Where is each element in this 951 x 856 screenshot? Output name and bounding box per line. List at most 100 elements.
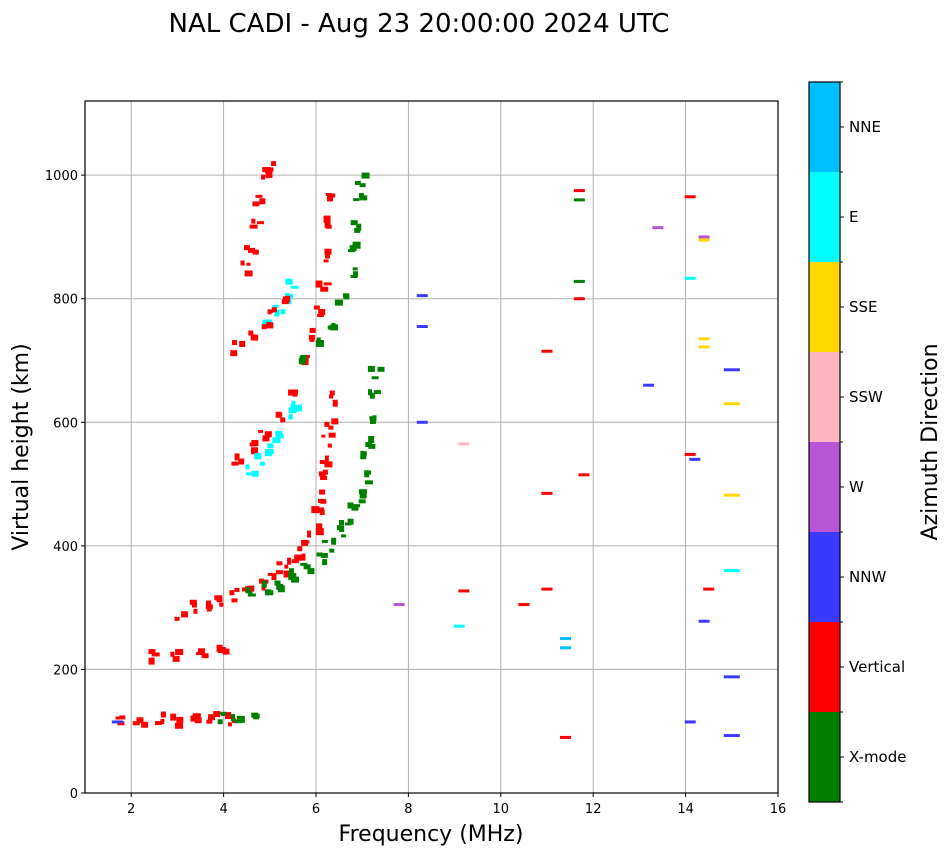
data-point <box>190 715 196 722</box>
data-point <box>174 616 180 621</box>
data-point <box>272 304 279 308</box>
data-point <box>723 402 740 406</box>
data-point <box>367 365 375 372</box>
trace-vertical <box>458 189 715 739</box>
data-point <box>290 285 299 289</box>
data-point <box>261 174 266 180</box>
data-point <box>320 552 328 558</box>
data-point <box>347 502 354 509</box>
data-point <box>301 540 310 544</box>
trace-ssw <box>458 442 470 446</box>
data-point <box>354 180 361 185</box>
data-point <box>367 470 372 475</box>
colorbar-tick-label: NNE <box>849 118 881 136</box>
data-point <box>320 286 329 292</box>
data-point <box>319 460 325 465</box>
data-point <box>331 322 336 327</box>
data-point <box>298 358 306 365</box>
data-point <box>148 657 155 665</box>
data-point <box>324 461 333 468</box>
data-point <box>322 559 328 566</box>
data-point <box>221 712 226 717</box>
data-point <box>181 611 189 618</box>
y-axis-ticks: 0 200 400 600 800 1000 <box>45 169 85 802</box>
trace-w <box>393 226 710 607</box>
data-point <box>723 493 740 497</box>
data-point <box>358 193 364 198</box>
data-point <box>269 309 274 313</box>
data-point <box>288 414 293 420</box>
data-point <box>251 470 259 477</box>
data-point <box>329 548 335 553</box>
data-point <box>225 712 232 720</box>
data-point <box>341 534 347 538</box>
colorbar-segment <box>809 622 840 712</box>
data-point <box>369 416 374 420</box>
x-tick-label: 14 <box>677 802 694 817</box>
colorbar-tick-label: X-mode <box>849 748 906 766</box>
data-point <box>151 652 160 657</box>
data-point <box>248 330 254 336</box>
data-point <box>248 591 253 595</box>
data-point <box>264 167 270 173</box>
data-point <box>172 655 180 662</box>
data-point <box>275 430 283 437</box>
data-point <box>276 412 283 417</box>
colorbar-tick-label: Vertical <box>849 658 905 676</box>
data-point <box>287 294 294 299</box>
data-point <box>216 644 223 652</box>
data-point <box>321 539 328 543</box>
trace-vertical <box>230 161 291 357</box>
data-point <box>297 546 303 552</box>
data-point <box>288 573 297 581</box>
trace-nne <box>559 637 571 650</box>
data-point <box>245 587 251 594</box>
trace-sse <box>698 238 740 497</box>
colorbar-segment <box>809 712 840 802</box>
data-point <box>251 218 256 224</box>
data-point <box>252 201 260 207</box>
data-point <box>331 418 339 425</box>
data-point <box>352 267 358 271</box>
data-point <box>320 475 328 480</box>
data-point <box>244 270 253 277</box>
data-point <box>258 578 264 584</box>
data-point <box>358 499 366 504</box>
data-point <box>229 590 235 596</box>
data-point <box>347 518 354 525</box>
data-point <box>359 183 366 188</box>
data-point <box>115 716 121 720</box>
data-point <box>458 589 470 593</box>
data-point <box>325 224 332 229</box>
data-point <box>271 307 277 313</box>
data-point <box>214 595 223 601</box>
data-point <box>189 599 197 605</box>
trace-x-mode <box>217 711 260 725</box>
data-point <box>353 198 360 202</box>
data-point <box>243 245 250 251</box>
data-point <box>698 235 710 239</box>
data-point <box>175 649 184 656</box>
data-point <box>318 471 326 477</box>
data-point <box>324 421 330 427</box>
x-tick-label: 2 <box>127 802 135 817</box>
data-point <box>330 324 339 331</box>
data-point <box>352 271 358 277</box>
data-point <box>251 447 259 455</box>
data-point <box>213 711 221 718</box>
data-point <box>315 339 324 347</box>
plot-background <box>85 101 778 793</box>
data-point <box>326 196 333 202</box>
data-point <box>254 453 262 460</box>
data-point <box>175 722 184 729</box>
data-point <box>284 564 289 569</box>
data-point <box>313 305 320 310</box>
data-point <box>393 603 405 607</box>
data-point <box>559 735 571 739</box>
data-point <box>308 334 315 340</box>
data-point <box>317 523 323 529</box>
data-point <box>170 713 177 721</box>
x-tick-label: 6 <box>312 802 320 817</box>
data-point <box>287 280 293 285</box>
data-point <box>274 309 280 317</box>
